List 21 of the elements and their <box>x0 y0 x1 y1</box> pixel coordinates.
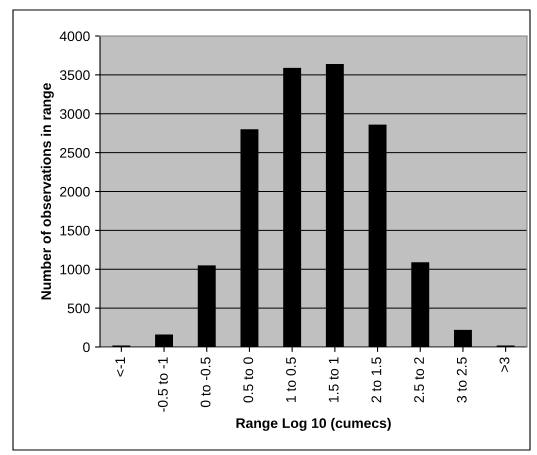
y-tick-label: 2500 <box>60 148 90 158</box>
y-tick-label: 3500 <box>60 70 90 80</box>
x-tick-label: <-1 <box>115 357 125 376</box>
y-tick-label: 0 <box>83 342 90 352</box>
x-tick-label: 0 to -0.5 <box>200 357 210 408</box>
y-tick-label: 500 <box>68 303 90 314</box>
y-tick-label: 3000 <box>60 109 90 119</box>
y-axis-title: Number of observations in range <box>40 83 54 300</box>
x-axis-title: Range Log 10 (cumecs) <box>236 418 391 431</box>
x-tick-label: 1.5 to 1 <box>328 357 339 402</box>
x-tick-label: 3 to 2.5 <box>456 357 467 403</box>
y-tick-label: 2000 <box>60 186 90 197</box>
x-tick-label: >3 <box>500 357 510 372</box>
x-tick-label: 2.5 to 2 <box>414 357 424 402</box>
y-tick-label: 1500 <box>60 226 90 236</box>
x-tick-label: 0.5 to 0 <box>243 357 254 403</box>
x-tick-label: -0.5 to -1 <box>158 357 168 412</box>
x-tick-label: 2 to 1.5 <box>371 357 382 402</box>
y-tick-label: 1000 <box>60 264 90 274</box>
x-tick-label: 1 to 0.5 <box>286 357 296 402</box>
y-tick-label: 4000 <box>60 31 90 42</box>
